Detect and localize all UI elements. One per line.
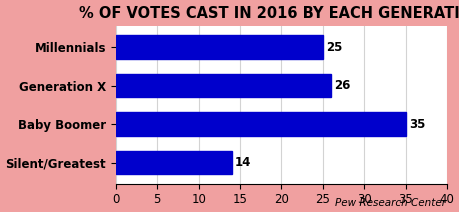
Text: Pew Research Center: Pew Research Center [335, 198, 445, 208]
Text: 26: 26 [334, 79, 350, 92]
Text: 35: 35 [408, 117, 425, 131]
Text: 14: 14 [235, 156, 251, 169]
Bar [116, 35, 322, 59]
Bar [116, 112, 405, 136]
Title: % OF VOTES CAST IN 2016 BY EACH GENERATION: % OF VOTES CAST IN 2016 BY EACH GENERATI… [78, 6, 459, 21]
Bar [116, 74, 330, 98]
Bar [116, 151, 231, 174]
Text: 25: 25 [325, 40, 342, 54]
